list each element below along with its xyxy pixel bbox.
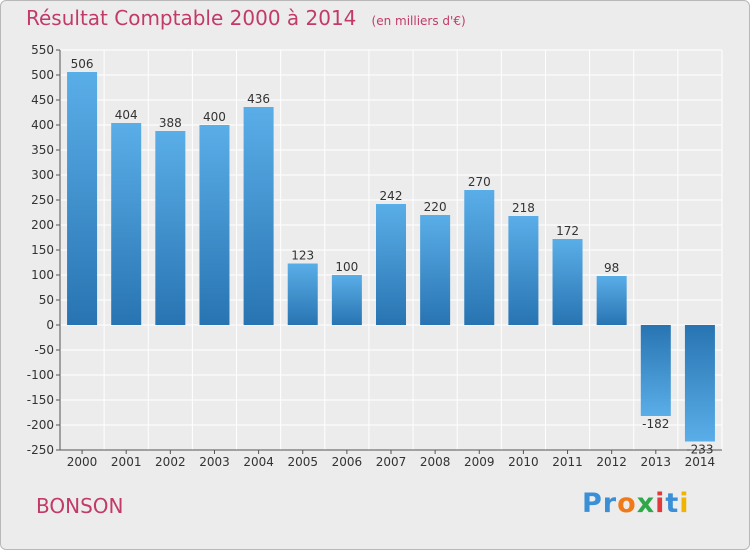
x-tick-label: 2013: [641, 455, 672, 469]
data-label: 270: [468, 175, 491, 189]
bar: [243, 107, 274, 325]
bar: [111, 123, 142, 325]
logo-letter: r: [602, 488, 618, 519]
data-label: 218: [512, 201, 535, 215]
y-tick-label: 500: [31, 68, 54, 82]
y-tick-label: 250: [31, 193, 54, 207]
x-tick-label: 2007: [376, 455, 407, 469]
y-tick-label: 300: [31, 168, 54, 182]
bar: [508, 216, 539, 325]
y-tick-label: -50: [34, 343, 54, 357]
logo-letter: P: [582, 488, 603, 519]
x-tick-label: 2012: [596, 455, 627, 469]
data-label: 123: [291, 249, 314, 263]
data-label: 242: [380, 189, 403, 203]
chart-title: Résultat Comptable 2000 à 2014: [26, 6, 357, 30]
logo-letter: x: [636, 488, 656, 519]
bar: [552, 239, 583, 325]
data-label: 220: [424, 200, 447, 214]
bar: [420, 215, 451, 325]
logo-letter: i: [679, 488, 690, 519]
x-tick-label: 2003: [199, 455, 230, 469]
bar: [375, 204, 407, 325]
data-label: 506: [71, 57, 94, 71]
data-label: 404: [115, 108, 138, 122]
y-tick-label: 450: [31, 93, 54, 107]
proxiti-logo: Proxiti: [582, 488, 690, 519]
bar: [199, 125, 230, 325]
y-tick-label: 150: [31, 243, 54, 257]
data-label: -233: [686, 443, 713, 457]
logo-letter: t: [665, 488, 680, 519]
x-tick-label: 2000: [67, 455, 98, 469]
x-tick-label: 2004: [243, 455, 274, 469]
data-label: 436: [247, 92, 270, 106]
y-tick-label: 400: [31, 118, 54, 132]
commune-name: BONSON: [36, 494, 124, 518]
data-label: 388: [159, 116, 182, 130]
title-row: Résultat Comptable 2000 à 2014 (en milli…: [26, 6, 466, 30]
data-label: 98: [604, 261, 619, 275]
x-tick-label: 2009: [464, 455, 495, 469]
bar: [155, 131, 186, 325]
bar: [684, 325, 715, 442]
logo-letter: i: [655, 488, 666, 519]
chart-unit: (en milliers d'€): [371, 14, 466, 28]
y-tick-label: 200: [31, 218, 54, 232]
x-tick-label: 2008: [420, 455, 451, 469]
y-tick-label: -150: [27, 393, 54, 407]
bar: [464, 190, 495, 325]
x-tick-label: 2010: [508, 455, 539, 469]
x-tick-label: 2002: [155, 455, 186, 469]
y-tick-label: 50: [39, 293, 54, 307]
bar: [67, 72, 98, 325]
bar: [287, 263, 318, 325]
bar: [596, 276, 627, 325]
y-tick-label: -200: [27, 418, 54, 432]
x-tick-label: 2011: [552, 455, 583, 469]
y-tick-label: 550: [31, 43, 54, 57]
y-tick-label: -100: [27, 368, 54, 382]
data-label: 400: [203, 110, 226, 124]
y-tick-label: 350: [31, 143, 54, 157]
y-tick-label: 0: [46, 318, 54, 332]
logo-letter: o: [617, 488, 637, 519]
data-label: 172: [556, 224, 579, 238]
bar: [640, 325, 671, 416]
data-label: -182: [642, 417, 669, 431]
data-label: 100: [335, 260, 358, 274]
y-tick-label: 100: [31, 268, 54, 282]
x-tick-label: 2001: [111, 455, 142, 469]
y-tick-label: -250: [27, 443, 54, 457]
bar: [331, 275, 362, 325]
x-tick-label: 2005: [287, 455, 318, 469]
x-tick-label: 2006: [332, 455, 363, 469]
x-tick-label: 2014: [685, 455, 716, 469]
